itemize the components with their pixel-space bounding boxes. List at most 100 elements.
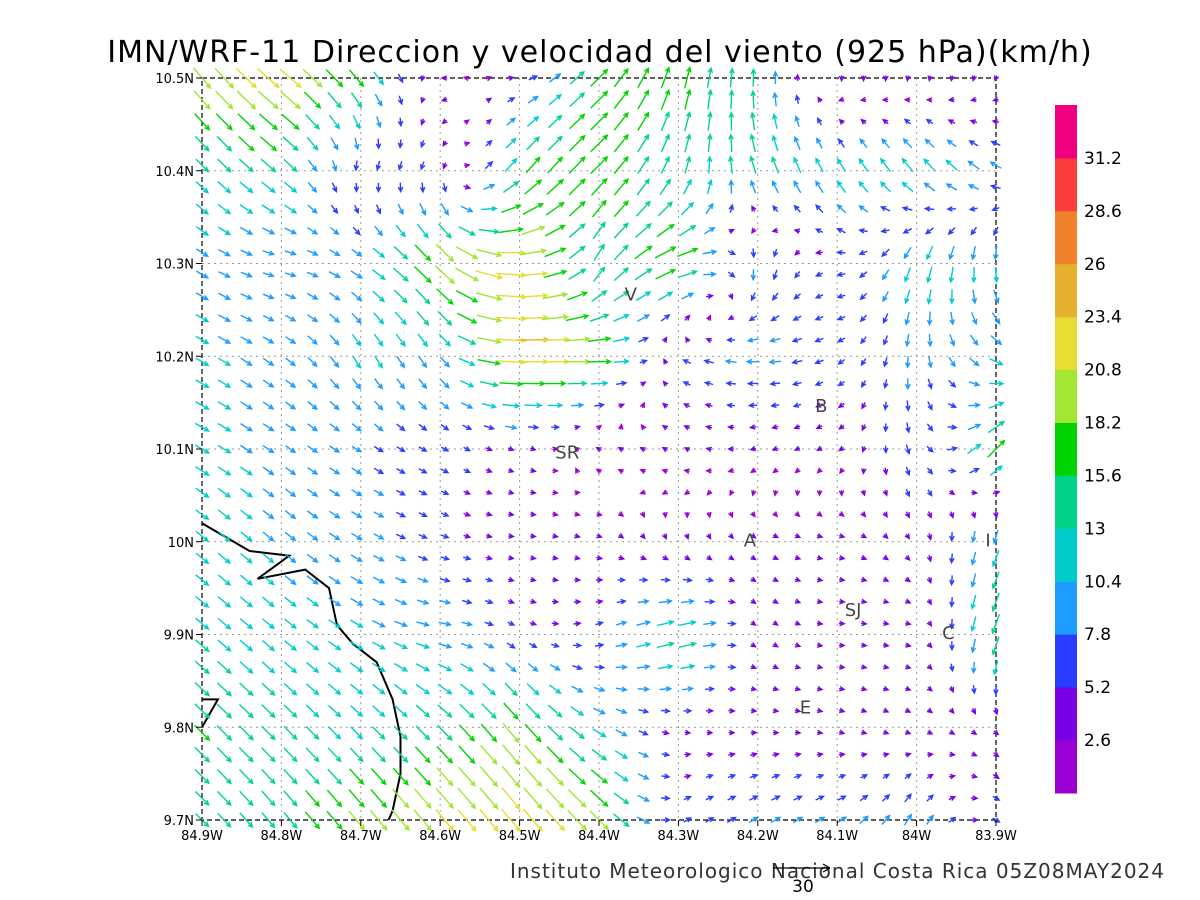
wind-vector [728, 133, 734, 153]
wind-vector [350, 597, 364, 607]
wind-vector [705, 577, 715, 583]
wind-vector [437, 310, 453, 326]
wind-vector [371, 269, 386, 281]
wind-vector [217, 203, 232, 215]
wind-vector [883, 576, 890, 582]
wind-vector [501, 765, 521, 788]
wind-vector [794, 707, 802, 714]
wind-vector [660, 110, 670, 132]
wind-vector [195, 574, 210, 587]
wind-vector [542, 292, 569, 300]
wind-vector [440, 489, 450, 495]
wind-vector [661, 773, 671, 780]
wind-vector [992, 511, 999, 519]
wind-vector [749, 795, 759, 801]
wind-vector [307, 335, 319, 345]
wind-vector [751, 490, 757, 497]
wind-vector [523, 808, 544, 832]
wind-vector [926, 814, 935, 825]
wind-vector [592, 221, 606, 240]
wind-vector [662, 380, 669, 387]
wind-vector [794, 490, 801, 497]
wind-vector [305, 704, 320, 718]
legend-label: 31.2 [1084, 149, 1122, 169]
wind-vector [503, 702, 519, 720]
wind-vector [455, 267, 480, 282]
wind-vector [990, 335, 1003, 346]
wind-vector [772, 752, 781, 758]
wind-vector [904, 554, 911, 562]
wind-vector [860, 554, 868, 561]
wind-vector [923, 158, 936, 172]
wind-vector [370, 768, 387, 786]
x-tick-label: 84.9W [181, 829, 223, 844]
wind-vector [993, 684, 999, 696]
wind-vector [836, 271, 846, 278]
wind-vector [707, 133, 713, 153]
wind-vector [707, 88, 713, 110]
wind-vector [881, 138, 890, 149]
wind-vector [413, 265, 432, 284]
wind-vector [440, 533, 450, 539]
wind-vector [262, 379, 275, 388]
city-label: I [985, 530, 990, 551]
wind-vector [704, 664, 717, 670]
wind-vector [457, 766, 476, 787]
wind-vector [482, 662, 496, 673]
wind-vector [351, 400, 362, 411]
wind-vector [639, 577, 649, 583]
wind-vector [306, 618, 320, 629]
wind-vector [748, 424, 757, 430]
wind-vector [727, 249, 737, 255]
wind-vector [215, 113, 233, 131]
wind-vector [285, 401, 297, 410]
wind-vector [613, 222, 629, 239]
wind-vector [415, 288, 431, 305]
wind-vector [726, 402, 735, 409]
wind-vector [217, 617, 232, 630]
wind-vector [329, 249, 341, 257]
wind-vector [352, 355, 361, 369]
wind-vector [526, 136, 541, 151]
wind-vector [591, 748, 608, 761]
wind-vector [859, 138, 868, 149]
wind-vector [217, 812, 232, 828]
wind-vector [483, 424, 496, 431]
legend-swatch [1055, 316, 1077, 371]
wind-vector [239, 812, 254, 829]
wind-vector [486, 75, 493, 82]
wind-vector [639, 533, 646, 540]
wind-vector [772, 663, 780, 670]
city-label: C [942, 623, 955, 644]
wind-vector [772, 685, 780, 692]
wind-vector [839, 467, 845, 475]
wind-vector [596, 533, 603, 539]
wind-vector [373, 71, 385, 86]
wind-vector [637, 89, 650, 110]
wind-vector [546, 178, 565, 195]
wind-vector [617, 577, 627, 583]
wind-vector [376, 116, 382, 129]
wind-vector [837, 795, 847, 801]
wind-vector [541, 314, 570, 321]
wind-vector [947, 227, 956, 236]
wind-vector [373, 312, 385, 325]
wind-vector [839, 576, 846, 583]
wind-vector [749, 445, 757, 452]
wind-vector [682, 178, 692, 195]
wind-vector [284, 227, 298, 235]
wind-vector [905, 422, 911, 434]
wind-vector [684, 110, 692, 132]
legend-swatch [1055, 263, 1077, 318]
wind-vector [506, 642, 516, 649]
wind-vector [905, 664, 912, 670]
wind-vector [949, 334, 956, 347]
wind-vector [772, 467, 779, 474]
wind-vector [684, 88, 692, 110]
wind-vector [502, 403, 521, 409]
wind-vector [305, 768, 320, 785]
wind-vector [970, 573, 977, 588]
wind-vector [639, 401, 645, 409]
wind-vector [261, 812, 276, 829]
wind-vector [814, 380, 824, 386]
